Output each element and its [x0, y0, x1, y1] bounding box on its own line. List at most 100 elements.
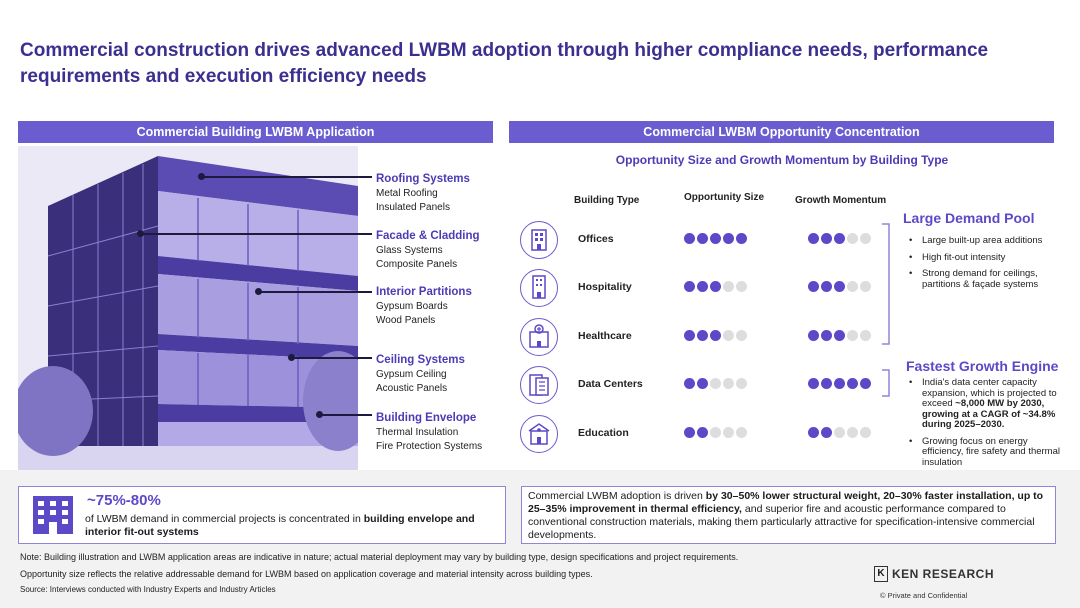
- rating-dot: [710, 330, 721, 341]
- rating-dot: [821, 330, 832, 341]
- stat-box: ~75%-80% of LWBM demand in commercial pr…: [18, 486, 506, 544]
- rating-dot: [860, 330, 871, 341]
- row-label: Healthcare: [578, 330, 632, 342]
- fastest-list: India's data center capacity expansion, …: [906, 377, 1068, 474]
- rating-dot: [821, 378, 832, 389]
- callout-item: Glass Systems: [376, 245, 443, 256]
- growth-momentum-rating: [808, 233, 871, 244]
- callout-item: Insulated Panels: [376, 201, 450, 213]
- callout-heading: Facade & Cladding: [376, 230, 480, 242]
- stat-text-plain: of LWBM demand in commercial projects is…: [85, 513, 364, 525]
- stat-text: of LWBM demand in commercial projects is…: [85, 513, 495, 539]
- rating-dot: [697, 281, 708, 292]
- fastest-bracket: [882, 369, 890, 397]
- summary-plain: Commercial LWBM adoption is driven: [528, 490, 706, 502]
- envelope-leader: [320, 414, 372, 416]
- callout-item: Gypsum Ceiling: [376, 369, 447, 380]
- callout-heading: Building Envelope: [376, 412, 477, 424]
- rating-dot: [834, 330, 845, 341]
- callout-item: Acoustic Panels: [376, 382, 448, 394]
- growth-momentum-rating: [808, 427, 871, 438]
- stat-value: ~75%-80%: [87, 492, 161, 509]
- rating-dot: [723, 330, 734, 341]
- brand-mark-icon: K: [874, 566, 888, 582]
- growth-momentum-rating: [808, 378, 871, 389]
- col-header-growth: Growth Momentum: [795, 195, 887, 206]
- rating-dot: [808, 427, 819, 438]
- rating-dot: [860, 378, 871, 389]
- opportunity-size-rating: [684, 330, 747, 341]
- summary-box: Commercial LWBM adoption is driven by 30…: [521, 486, 1056, 544]
- opportunity-size-rating: [684, 378, 747, 389]
- rating-dot: [834, 281, 845, 292]
- building-illustration: [18, 146, 358, 470]
- rating-dot: [736, 378, 747, 389]
- callout-facade: Facade & Cladding Glass Systems Composit…: [376, 229, 480, 271]
- rating-dot: [821, 233, 832, 244]
- rating-dot: [847, 330, 858, 341]
- rating-dot: [808, 378, 819, 389]
- stat-text-bold: building envelope and interior fit-out s…: [85, 513, 475, 538]
- office-building-icon: [33, 496, 73, 534]
- facade-leader: [141, 233, 372, 235]
- summary-bold: by 30–50% lower structural weight, 20–30…: [528, 490, 1044, 515]
- rating-dot: [723, 427, 734, 438]
- summary-plain: and superior fire and acoustic performan…: [528, 503, 1035, 541]
- right-section-header: Commercial LWBM Opportunity Concentratio…: [509, 121, 1054, 143]
- ceiling-leader: [292, 357, 372, 359]
- fastest-bullet-bold: ~8,000 MW by 2030, growing at a CAGR of …: [922, 398, 1056, 430]
- growth-momentum-rating: [808, 330, 871, 341]
- row-label: Offices: [578, 233, 614, 245]
- rating-dot: [710, 281, 721, 292]
- callout-item: Thermal Insulation: [376, 427, 459, 438]
- large-pool-bullet: Large built-up area additions: [906, 235, 1056, 247]
- hospital-icon: [520, 318, 558, 356]
- callout-roofing: Roofing Systems Metal Roofing Insulated …: [376, 172, 470, 214]
- rating-dot: [821, 427, 832, 438]
- rating-dot: [736, 281, 747, 292]
- rating-dot: [808, 281, 819, 292]
- callout-item: Fire Protection Systems: [376, 440, 483, 452]
- large-pool-bullet: Strong demand for ceilings, partitions &…: [906, 268, 1056, 290]
- hotel-icon: [520, 269, 558, 307]
- fastest-bullet: India's data center capacity expansion, …: [906, 377, 1068, 431]
- fastest-bullet: Growing focus on energy efficiency, fire…: [906, 436, 1068, 469]
- envelope-marker: [316, 411, 323, 418]
- rating-dot: [847, 281, 858, 292]
- callout-partitions: Interior Partitions Gypsum Boards Wood P…: [376, 285, 472, 327]
- opportunity-size-rating: [684, 233, 747, 244]
- rating-dot: [736, 330, 747, 341]
- rating-dot: [847, 233, 858, 244]
- partitions-marker: [255, 288, 262, 295]
- large-pool-bullet: High fit-out intensity: [906, 252, 1056, 264]
- rating-dot: [684, 427, 695, 438]
- rating-dot: [860, 427, 871, 438]
- ceiling-marker: [288, 354, 295, 361]
- page-title: Commercial construction drives advanced …: [20, 40, 989, 87]
- brand-logo: K KEN RESEARCH: [874, 566, 994, 582]
- callout-item: Metal Roofing: [376, 188, 438, 199]
- rating-dot: [723, 281, 734, 292]
- rating-dot: [723, 378, 734, 389]
- facade-marker: [137, 230, 144, 237]
- rating-dot: [834, 427, 845, 438]
- rating-dot: [697, 378, 708, 389]
- school-icon: [520, 415, 558, 453]
- rating-dot: [684, 233, 695, 244]
- callout-item: Wood Panels: [376, 314, 436, 326]
- rating-dot: [847, 427, 858, 438]
- rating-dot: [860, 281, 871, 292]
- rating-dot: [808, 233, 819, 244]
- office-building-icon: [520, 221, 558, 259]
- rating-dot: [808, 330, 819, 341]
- data-center-icon: [520, 366, 558, 404]
- note-line: Opportunity size reflects the relative a…: [20, 569, 593, 579]
- rating-dot: [684, 281, 695, 292]
- rating-dot: [697, 330, 708, 341]
- col-header-type: Building Type: [574, 195, 640, 206]
- rating-dot: [710, 427, 721, 438]
- rating-dot: [684, 378, 695, 389]
- fastest-heading: Fastest Growth Engine: [906, 358, 1059, 374]
- callout-item: Composite Panels: [376, 258, 458, 270]
- callout-envelope: Building Envelope Thermal Insulation Fir…: [376, 411, 482, 453]
